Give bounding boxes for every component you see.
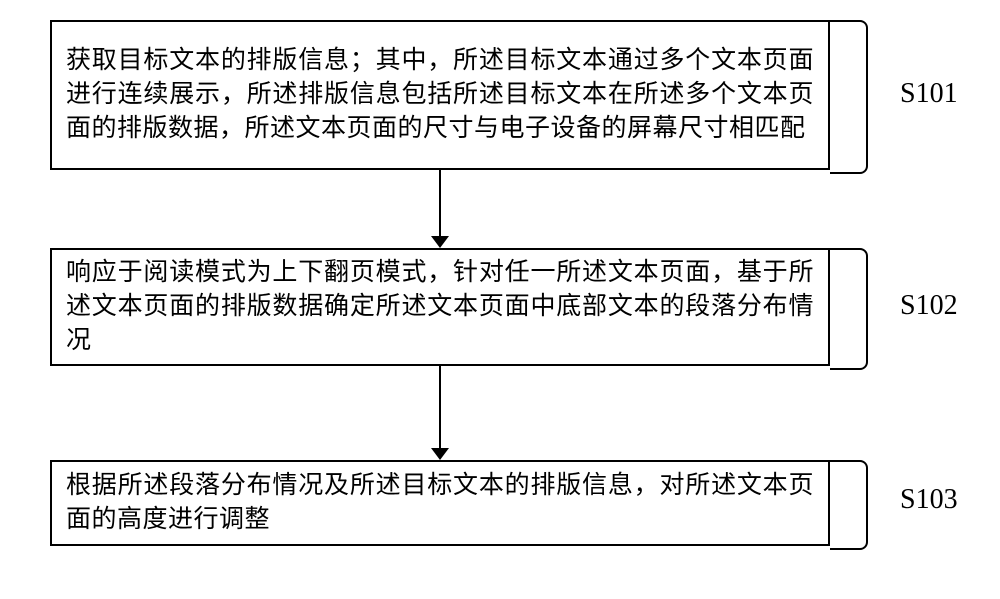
flow-node-2: 响应于阅读模式为上下翻页模式，针对任一所述文本页面，基于所述文本页面的排版数据确… [50,248,830,366]
flow-node-1-text: 获取目标文本的排版信息；其中，所述目标文本通过多个文本页面进行连续展示，所述排版… [66,44,814,145]
step-label-1: S101 [900,78,958,110]
flow-node-3: 根据所述段落分布情况及所述目标文本的排版信息，对所述文本页面的高度进行调整 [50,460,830,546]
flow-node-2-text: 响应于阅读模式为上下翻页模式，针对任一所述文本页面，基于所述文本页面的排版数据确… [66,256,814,357]
brace-3 [830,460,868,550]
flowchart-canvas: 获取目标文本的排版信息；其中，所述目标文本通过多个文本页面进行连续展示，所述排版… [0,0,1000,599]
flow-node-1: 获取目标文本的排版信息；其中，所述目标文本通过多个文本页面进行连续展示，所述排版… [50,20,830,170]
step-label-2: S102 [900,290,958,322]
brace-2 [830,248,868,370]
brace-1 [830,20,868,174]
arrow-2-3 [422,366,458,460]
step-label-3: S103 [900,484,958,516]
flow-node-3-text: 根据所述段落分布情况及所述目标文本的排版信息，对所述文本页面的高度进行调整 [66,469,814,537]
arrow-1-2 [422,170,458,248]
